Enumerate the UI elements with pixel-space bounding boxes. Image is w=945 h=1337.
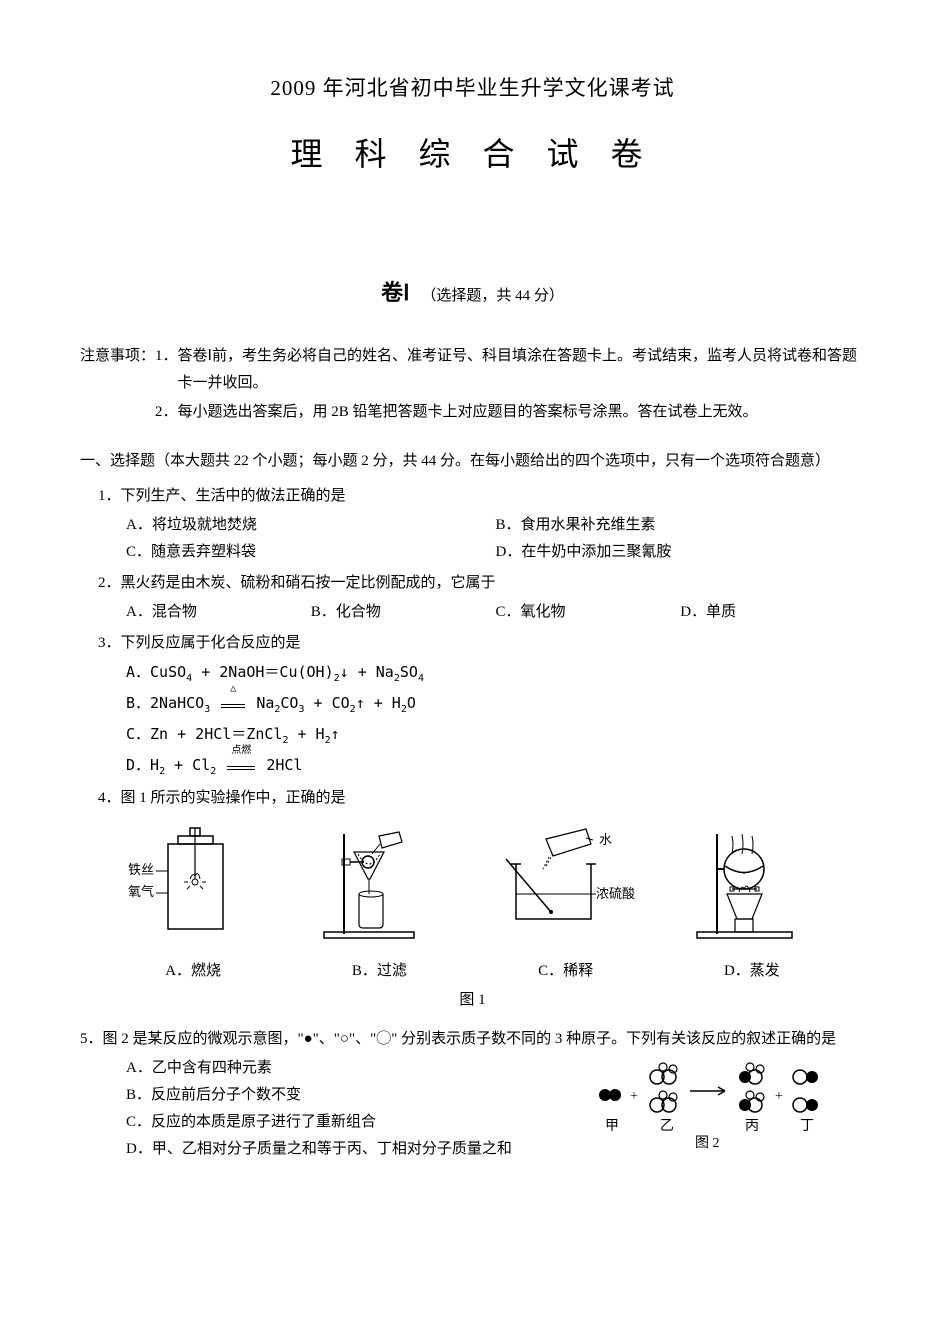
fig1-label: 图 1 bbox=[80, 987, 865, 1014]
notice-block: 注意事项： 1． 答卷Ⅰ前，考生务必将自己的姓名、准考证号、科目填涂在答题卡上。… bbox=[80, 343, 865, 426]
svg-text:丁: 丁 bbox=[800, 1119, 814, 1134]
filter-icon bbox=[304, 824, 454, 944]
water-label: 水 bbox=[599, 832, 612, 847]
svg-text:图 2: 图 2 bbox=[695, 1136, 720, 1151]
svg-text:甲: 甲 bbox=[605, 1119, 619, 1134]
q5-stem: 5．图 2 是某反应的微观示意图，"●"、"○"、"◯" 分别表示质子数不同的 … bbox=[80, 1026, 865, 1053]
notice-item2: 每小题选出答案后，用 2B 铅笔把答题卡上对应题目的答案标号涂黑。答在试卷上无效… bbox=[178, 399, 865, 426]
question-4: 4．图 1 所示的实验操作中，正确的是 bbox=[80, 785, 865, 812]
evaporate-icon bbox=[677, 824, 827, 944]
q1-option-a: A．将垃圾就地焚烧 bbox=[126, 512, 496, 539]
q2-option-a: A．混合物 bbox=[126, 599, 311, 626]
fig1-d bbox=[672, 824, 832, 954]
fig1-c: 水 浓硫酸 bbox=[486, 824, 646, 954]
section-1-label: 卷Ⅰ bbox=[381, 280, 410, 305]
svg-text:+: + bbox=[630, 1089, 638, 1104]
svg-text:丙: 丙 bbox=[745, 1119, 759, 1134]
reaction-diagram-icon: + bbox=[585, 1055, 855, 1155]
q5-option-c: C．反应的本质是原子进行了重新组合 bbox=[80, 1109, 585, 1136]
q3-option-a: A．CuSO4 + 2NaOH＝Cu(OH)2↓ + Na2SO4 bbox=[98, 659, 865, 688]
q3-option-b: B．2NaHCO3 △ Na2CO3 + CO2↑ + H2O bbox=[98, 690, 865, 719]
question-1: 1．下列生产、生活中的做法正确的是 A．将垃圾就地焚烧 B．食用水果补充维生素 … bbox=[80, 483, 865, 566]
q4-caption-a: A．燃烧 bbox=[113, 958, 273, 985]
question-5: 5．图 2 是某反应的微观示意图，"●"、"○"、"◯" 分别表示质子数不同的 … bbox=[80, 1026, 865, 1165]
part1-title: 一、选择题（本大题共 22 个小题；每小题 2 分，共 44 分。在每小题给出的… bbox=[80, 448, 865, 475]
dilute-icon: 水 浓硫酸 bbox=[491, 824, 641, 944]
notice-item1: 答卷Ⅰ前，考生务必将自己的姓名、准考证号、科目填涂在答题卡上。考试结束，监考人员… bbox=[178, 343, 865, 397]
section-1-desc: （选择题，共 44 分） bbox=[421, 288, 564, 304]
section-1-header: 卷Ⅰ （选择题，共 44 分） bbox=[80, 273, 865, 313]
q2-option-b: B．化合物 bbox=[311, 599, 496, 626]
notice-item2-num: 2． bbox=[155, 399, 178, 426]
exam-main-title: 理 科 综 合 试 卷 bbox=[80, 126, 865, 184]
q4-caption-d: D．蒸发 bbox=[672, 958, 832, 985]
q1-option-b: B．食用水果补充维生素 bbox=[496, 512, 866, 539]
q4-stem: 4．图 1 所示的实验操作中，正确的是 bbox=[98, 785, 865, 812]
oxygen-label: 氧气 bbox=[128, 884, 154, 899]
notice-item1-num: 1． bbox=[155, 343, 178, 397]
q2-stem: 2．黑火药是由木炭、硫粉和硝石按一定比例配成的，它属于 bbox=[98, 570, 865, 597]
question-3: 3．下列反应属于化合反应的是 A．CuSO4 + 2NaOH＝Cu(OH)2↓ … bbox=[80, 630, 865, 781]
q5-option-d: D．甲、乙相对分子质量之和等于丙、丁相对分子质量之和 bbox=[80, 1136, 585, 1163]
fig2-diagram: + bbox=[585, 1055, 865, 1165]
q2-option-c: C．氧化物 bbox=[496, 599, 681, 626]
acid-label: 浓硫酸 bbox=[596, 886, 635, 901]
q1-option-c: C．随意丢弃塑料袋 bbox=[126, 539, 496, 566]
svg-text:乙: 乙 bbox=[660, 1118, 674, 1134]
fig1-b bbox=[299, 824, 459, 954]
q3-option-c: C．Zn + 2HCl＝ZnCl2 + H2↑ bbox=[98, 721, 865, 750]
svg-text:+: + bbox=[775, 1089, 783, 1104]
q1-option-d: D．在牛奶中添加三聚氰胺 bbox=[496, 539, 866, 566]
q2-option-d: D．单质 bbox=[680, 599, 865, 626]
fig1-a: 铁丝 氧气 bbox=[113, 824, 273, 954]
iron-label: 铁丝 bbox=[128, 862, 154, 877]
fig1-captions: A．燃烧 B．过滤 C．稀释 D．蒸发 bbox=[80, 958, 865, 985]
combustion-icon: 铁丝 氧气 bbox=[118, 824, 268, 944]
figure-1-row: 铁丝 氧气 bbox=[80, 824, 865, 954]
q1-stem: 1．下列生产、生活中的做法正确的是 bbox=[98, 483, 865, 510]
q3-option-d: D．H2 + Cl2 点燃 2HCl bbox=[98, 752, 865, 781]
q5-option-b: B．反应前后分子个数不变 bbox=[80, 1082, 585, 1109]
question-2: 2．黑火药是由木炭、硫粉和硝石按一定比例配成的，它属于 A．混合物 B．化合物 … bbox=[80, 570, 865, 626]
exam-year-title: 2009 年河北省初中毕业生升学文化课考试 bbox=[80, 70, 865, 108]
q4-caption-b: B．过滤 bbox=[299, 958, 459, 985]
q5-option-a: A．乙中含有四种元素 bbox=[80, 1055, 585, 1082]
q3-stem: 3．下列反应属于化合反应的是 bbox=[98, 630, 865, 657]
notice-label: 注意事项： bbox=[80, 343, 155, 397]
q4-caption-c: C．稀释 bbox=[486, 958, 646, 985]
